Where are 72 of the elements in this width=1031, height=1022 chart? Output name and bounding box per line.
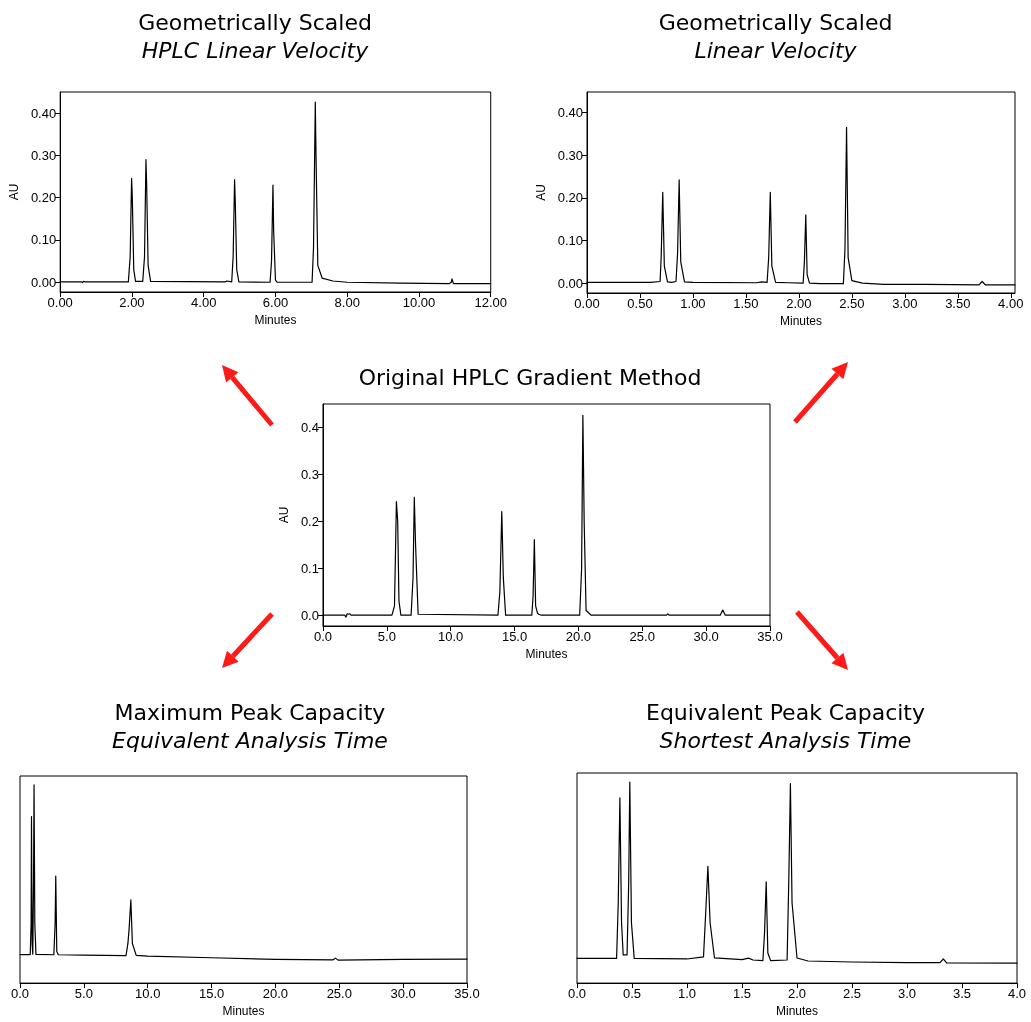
x-tick-label: 25.0 bbox=[629, 629, 655, 644]
x-tick-label: 2.50 bbox=[839, 296, 865, 311]
chart-subtitle: Shortest Analysis Time bbox=[659, 727, 912, 753]
x-tick-label: 15.0 bbox=[198, 986, 225, 1002]
x-tick-label: 25.0 bbox=[326, 986, 352, 1002]
x-tick-label: 1.50 bbox=[733, 296, 759, 311]
y-axis-title: AU bbox=[277, 506, 291, 524]
x-tick-label: 35.0 bbox=[454, 986, 480, 1002]
x-tick-label: 0.00 bbox=[47, 295, 73, 310]
x-tick-label: 4.00 bbox=[998, 296, 1024, 311]
y-tick-label: 0.20 bbox=[557, 190, 583, 206]
x-tick-label: 1.0 bbox=[677, 986, 697, 1002]
x-tick-label: 0.00 bbox=[574, 296, 600, 311]
y-tick-label: 0.00 bbox=[557, 275, 583, 291]
chart-title: Maximum Peak Capacity bbox=[114, 699, 386, 725]
y-tick-label: 0.10 bbox=[30, 232, 57, 248]
y-tick-label: 0.10 bbox=[557, 233, 583, 249]
x-tick-label: 3.50 bbox=[945, 296, 971, 311]
x-tick-label: 0.0 bbox=[10, 986, 30, 1002]
x-tick-label: 15.0 bbox=[501, 629, 528, 644]
y-tick-label: 0.30 bbox=[30, 147, 57, 163]
x-tick-label: 0.50 bbox=[627, 296, 653, 311]
x-tick-label: 10.00 bbox=[402, 295, 436, 310]
y-tick-label: 0.30 bbox=[557, 147, 583, 163]
x-tick-label: 20.0 bbox=[262, 986, 289, 1002]
x-tick-label: 10.0 bbox=[135, 986, 161, 1002]
x-axis-title: Minutes bbox=[254, 312, 297, 327]
y-tick-label: 0.40 bbox=[30, 105, 57, 121]
chart-title: Geometrically Scaled bbox=[658, 9, 893, 35]
x-tick-label: 5.0 bbox=[377, 629, 396, 644]
x-tick-label: 12.00 bbox=[474, 295, 508, 310]
x-tick-label: 2.0 bbox=[787, 986, 807, 1002]
chart-title: Equivalent Peak Capacity bbox=[645, 699, 926, 725]
y-tick-label: 0.40 bbox=[557, 104, 583, 120]
chart-title: Original HPLC Gradient Method bbox=[358, 364, 702, 390]
y-tick-label: 0.0 bbox=[300, 607, 319, 623]
y-tick-label: 0.20 bbox=[30, 190, 57, 206]
y-tick-label: 0.2 bbox=[300, 513, 319, 529]
y-tick-label: 0.4 bbox=[300, 419, 319, 435]
x-tick-label: 2.00 bbox=[119, 295, 145, 310]
x-axis-title: Minutes bbox=[525, 646, 568, 661]
x-tick-label: 30.0 bbox=[390, 986, 416, 1002]
x-tick-label: 3.5 bbox=[952, 986, 972, 1002]
x-tick-label: 4.00 bbox=[191, 295, 217, 310]
x-axis-title: Minutes bbox=[222, 1004, 265, 1018]
x-axis-title: Minutes bbox=[775, 1004, 819, 1018]
chart-title: Geometrically Scaled bbox=[138, 9, 372, 35]
x-tick-label: 3.00 bbox=[892, 296, 918, 311]
x-tick-label: 10.0 bbox=[438, 629, 464, 644]
y-tick-label: 0.00 bbox=[30, 274, 57, 290]
x-tick-label: 0.0 bbox=[313, 629, 333, 644]
y-tick-label: 0.1 bbox=[300, 560, 319, 576]
x-tick-label: 6.00 bbox=[262, 295, 289, 310]
y-tick-label: 0.3 bbox=[300, 466, 319, 482]
chart-subtitle: HPLC Linear Velocity bbox=[141, 37, 370, 63]
y-axis-title: AU bbox=[7, 183, 21, 201]
chart-subtitle: Equivalent Analysis Time bbox=[112, 727, 388, 753]
x-tick-label: 35.0 bbox=[757, 629, 783, 644]
x-tick-label: 2.00 bbox=[786, 296, 812, 311]
x-tick-label: 3.0 bbox=[897, 986, 917, 1002]
x-tick-label: 1.00 bbox=[680, 296, 706, 311]
x-tick-label: 0.5 bbox=[622, 986, 642, 1002]
x-tick-label: 8.00 bbox=[334, 295, 360, 310]
y-axis-title: AU bbox=[533, 184, 548, 201]
x-tick-label: 30.0 bbox=[693, 629, 719, 644]
x-tick-label: 4.0 bbox=[1007, 986, 1027, 1002]
x-axis-title: Minutes bbox=[779, 313, 823, 328]
x-tick-label: 1.5 bbox=[732, 986, 752, 1002]
chart-subtitle: Linear Velocity bbox=[694, 37, 858, 63]
x-tick-label: 2.5 bbox=[842, 986, 862, 1002]
x-tick-label: 5.0 bbox=[74, 986, 93, 1002]
x-tick-label: 20.0 bbox=[565, 629, 592, 644]
